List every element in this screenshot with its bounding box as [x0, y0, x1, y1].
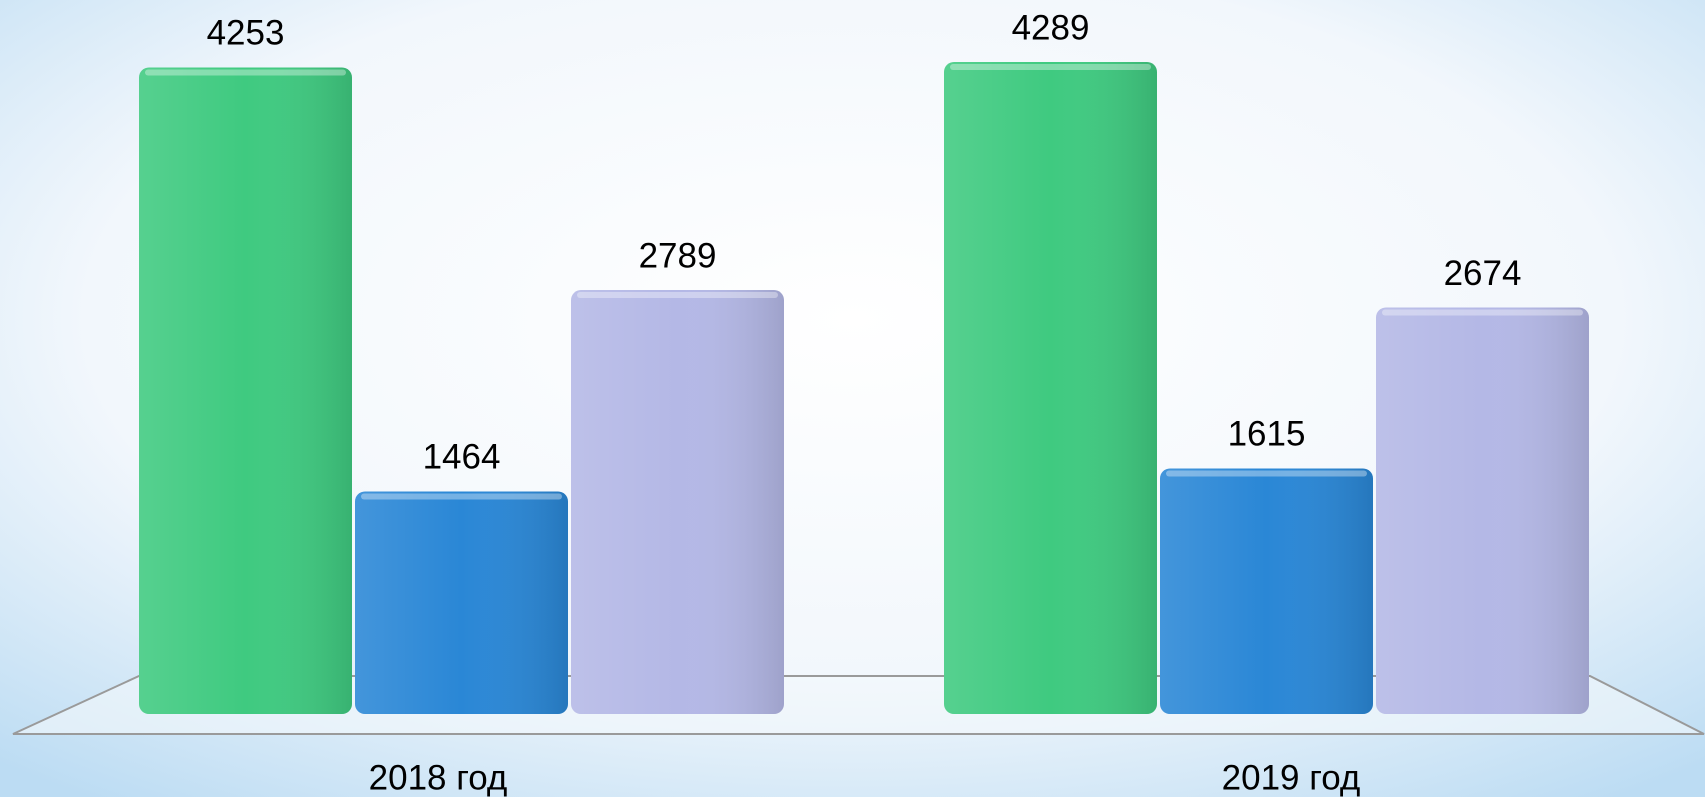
bar-shade: [944, 62, 1157, 714]
data-label: 2789: [639, 236, 717, 275]
bar-highlight: [361, 493, 562, 500]
bar-highlight: [1166, 470, 1367, 477]
bar-highlight: [145, 69, 346, 76]
bar-highlight: [1382, 309, 1583, 316]
bar-highlight: [950, 64, 1151, 70]
data-label: 4289: [1012, 8, 1090, 47]
data-label: 4253: [207, 14, 285, 53]
data-label: 2674: [1444, 254, 1522, 293]
bar-shade: [1376, 307, 1589, 714]
bar-shade: [1160, 468, 1373, 714]
bar-shade: [139, 67, 352, 715]
x-tick-label: 2019 год: [1222, 758, 1361, 797]
x-tick-label: 2018 год: [369, 758, 508, 797]
data-label: 1615: [1228, 415, 1306, 454]
bar-shade: [355, 491, 568, 714]
data-label: 1464: [423, 438, 501, 477]
bar-shade: [571, 290, 784, 714]
bar-highlight: [577, 292, 778, 299]
